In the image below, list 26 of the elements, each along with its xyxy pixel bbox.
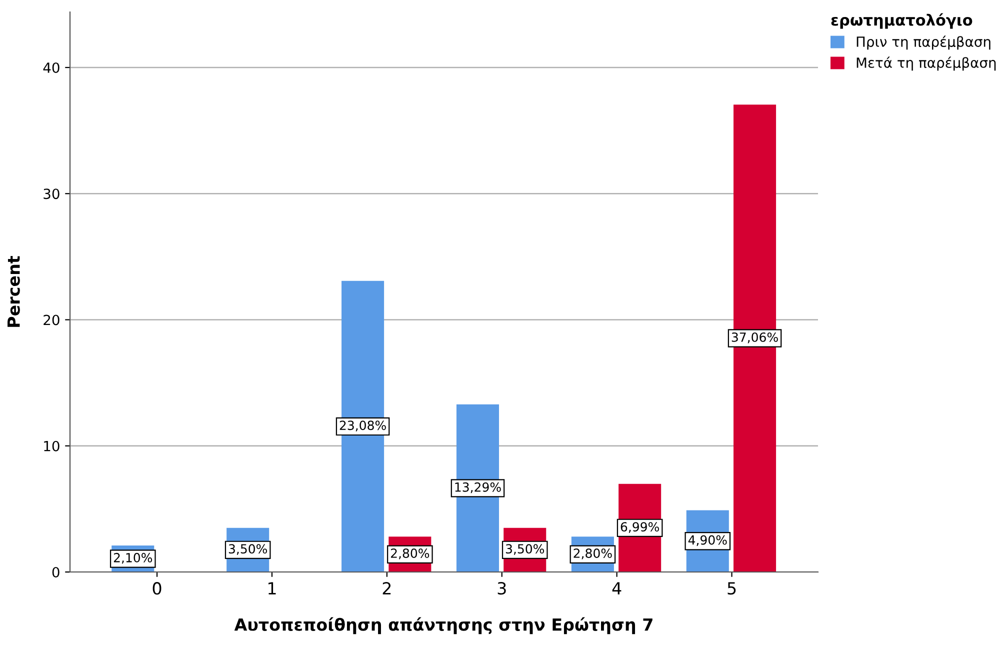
data-label: 3,50% (228, 544, 267, 555)
x-tick-label: 5 (728, 582, 736, 595)
legend-label: Πριν τη παρέμβαση (856, 36, 990, 50)
x-tick-label: 0 (152, 582, 162, 595)
data-label: 2,80% (390, 548, 430, 560)
data-label: 13,29% (455, 482, 501, 494)
legend-label: Μετά τη παρέμβαση (856, 56, 996, 71)
x-tick-label: 2 (382, 582, 391, 594)
data-label: 23,08% (340, 420, 386, 432)
x-tick-label: 1 (268, 582, 276, 594)
data-label: 37,06% (732, 332, 778, 344)
data-label: 4,90% (688, 535, 727, 546)
legend-title: ερωτηματολόγιο (831, 13, 972, 29)
y-axis-title: Percent (8, 256, 20, 327)
data-label: 2,10% (114, 552, 152, 564)
y-tick-label: 40 (43, 62, 60, 73)
data-label: 6,99% (620, 522, 659, 533)
y-tick-label: 10 (44, 440, 60, 452)
data-label: 3,50% (506, 544, 544, 555)
y-tick-label: 0 (52, 566, 60, 578)
y-tick-label: 20 (44, 314, 60, 326)
x-tick-label: 3 (498, 582, 506, 595)
y-tick-label: 30 (44, 188, 60, 200)
x-tick-label: 4 (612, 582, 622, 594)
x-axis-title: Αυτοπεποίθηση απάντησης στην Ερώτηση 7 (234, 617, 652, 634)
data-label: 2,80% (574, 548, 612, 560)
